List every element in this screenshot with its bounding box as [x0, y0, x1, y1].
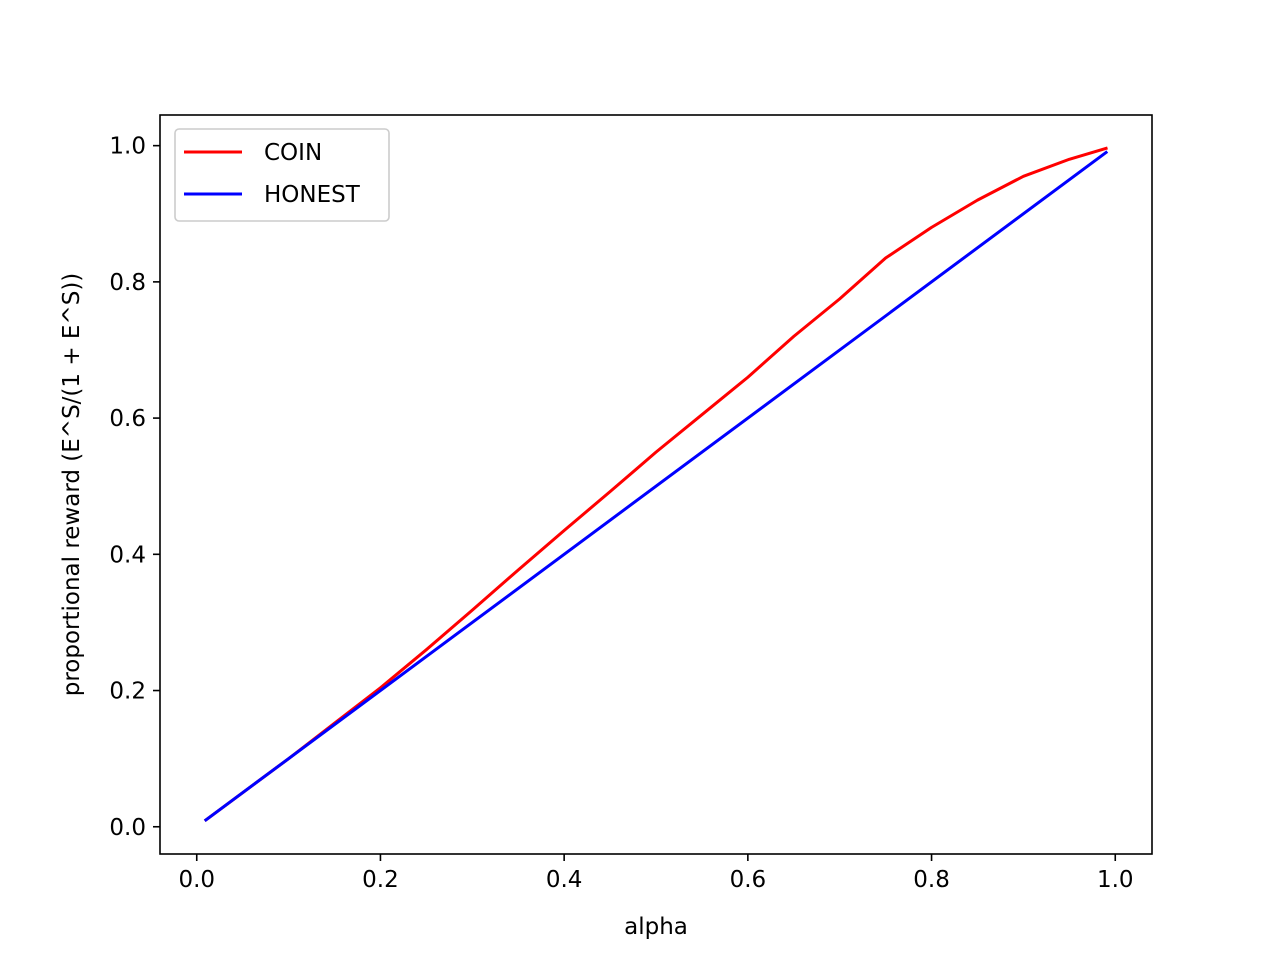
plot-frame [159, 114, 1153, 855]
x-tick-label: 0.8 [913, 867, 950, 893]
x-tick-label: 0.4 [546, 867, 583, 893]
y-tick-label: 0.4 [109, 542, 146, 568]
y-tick-label: 0.2 [109, 679, 146, 705]
y-axis: 0.0 0.2 0.4 0.6 0.8 1.0 [109, 134, 160, 841]
x-tick-label: 1.0 [1097, 867, 1134, 893]
y-axis-label: proportional reward (E^S/(1 + E^S)) [59, 273, 85, 697]
legend-label-coin: COIN [264, 140, 322, 166]
x-axis-label: alpha [624, 914, 688, 940]
y-tick-label: 0.6 [109, 406, 146, 432]
x-tick-label: 0.2 [362, 867, 399, 893]
x-axis: 0.0 0.2 0.4 0.6 0.8 1.0 [178, 854, 1134, 893]
series-layer [203, 146, 1109, 823]
y-tick-label: 0.8 [109, 270, 146, 296]
y-tick-label: 0.0 [109, 815, 146, 841]
x-tick-label: 0.0 [178, 867, 215, 893]
x-tick-label: 0.6 [730, 867, 767, 893]
legend-label-honest: HONEST [264, 182, 361, 208]
series-line-honest [203, 150, 1109, 823]
y-tick-label: 1.0 [109, 134, 146, 160]
legend: COIN HONEST [174, 128, 390, 222]
